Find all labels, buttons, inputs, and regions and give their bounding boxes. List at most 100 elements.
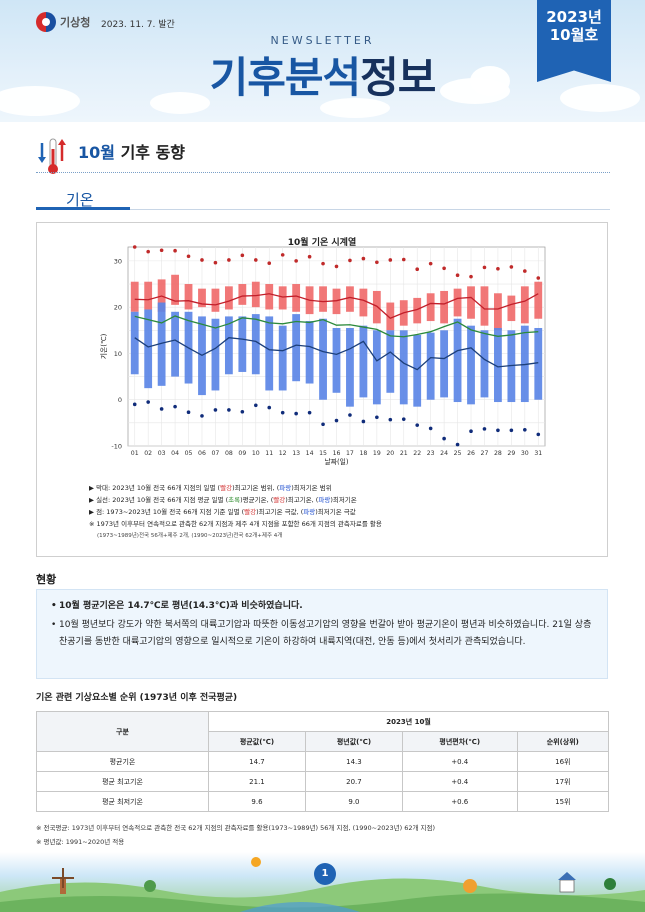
y-tick-label: -10: [111, 443, 122, 451]
min-temp-extreme-dot: [267, 405, 272, 410]
min-temp-range-bar: [319, 318, 327, 400]
table-row: 평균 최저기온 9.6 9.0 +0.6 15위: [36, 791, 610, 812]
max-temp-range-bar: [372, 290, 381, 324]
y-tick-label: 0: [118, 396, 122, 404]
min-temp-extreme-dot: [253, 403, 258, 408]
max-temp-extreme-dot: [159, 248, 164, 253]
max-temp-extreme-dot: [307, 254, 312, 259]
max-temp-extreme-dot: [536, 276, 541, 280]
max-temp-range-bar: [171, 274, 179, 305]
max-temp-range-bar: [359, 288, 368, 317]
min-temp-range-bar: [386, 330, 395, 393]
avg-min-temp-line: [134, 337, 539, 371]
x-tick-label: 30: [521, 450, 529, 457]
max-temp-range-bar: [480, 286, 489, 326]
min-temp-extreme-dot: [428, 426, 433, 431]
main-title-part2: 정보: [360, 53, 436, 102]
max-temp-extreme-dot: [321, 261, 325, 266]
y-tick-label: 10: [114, 350, 122, 358]
x-tick-label: 24: [440, 450, 448, 457]
max-temp-extreme-dot: [496, 266, 500, 271]
y-tick-label: 20: [114, 304, 122, 312]
max-temp-range-bar: [507, 295, 516, 322]
legend-note-lines: ▶ 실선: 2023년 10월 전국 66개 지점 평균 일별 (초록)평균기온…: [89, 496, 357, 504]
max-temp-range-bar: [467, 286, 475, 319]
max-temp-range-bar: [494, 293, 502, 331]
max-temp-range-bar: [184, 284, 193, 310]
table-cell: +0.6: [401, 791, 518, 812]
max-temp-range-bar: [453, 288, 462, 317]
x-tick-label: 15: [319, 450, 327, 457]
x-tick-label: 29: [507, 450, 515, 457]
max-temp-range-bar: [426, 293, 435, 322]
x-tick-label: 16: [333, 450, 341, 457]
max-temp-range-bar: [534, 281, 543, 319]
legend-note-stations: ※ 1973년 이후부터 연속적으로 관측한 62개 지점과 제주 4개 지점을…: [89, 520, 382, 528]
max-temp-extreme-dot: [348, 258, 352, 263]
x-tick-label: 10: [252, 450, 260, 457]
min-temp-range-bar: [346, 327, 354, 407]
y-axis-label: 기온(℃): [99, 333, 108, 359]
min-temp-range-bar: [494, 327, 502, 403]
min-temp-range-bar: [171, 311, 179, 377]
max-temp-range-bar: [224, 286, 233, 310]
max-temp-range-bar: [198, 288, 206, 308]
kma-logo: 기상청: [36, 12, 90, 32]
page-number: 1: [314, 863, 336, 885]
table-cell: +0.4: [401, 751, 518, 772]
min-temp-range-bar: [224, 316, 233, 375]
min-temp-extreme-dot: [227, 408, 231, 412]
max-temp-extreme-dot: [375, 260, 379, 265]
max-temp-range-bar: [386, 302, 395, 331]
max-temp-extreme-dot: [280, 253, 285, 257]
max-temp-range-bar: [332, 288, 341, 315]
min-temp-extreme-dot: [159, 407, 164, 411]
max-temp-extreme-dot: [200, 258, 204, 262]
thermometer-icon: [38, 138, 66, 174]
min-temp-range-bar: [507, 330, 516, 403]
min-temp-extreme-dot: [536, 432, 541, 437]
section-month: 10월: [78, 143, 115, 162]
max-temp-extreme-dot: [186, 254, 191, 259]
max-temp-extreme-dot: [523, 269, 527, 273]
chart-box: 10월 기온 시계열 -10 0 10 20 30 01 02 03 04 05 06 07 08 09 1…: [36, 222, 608, 557]
min-temp-range-bar: [480, 330, 489, 398]
x-tick-label: 21: [400, 450, 408, 457]
min-temp-extreme-dot: [146, 400, 150, 404]
kma-emblem-icon: [36, 12, 56, 32]
min-temp-extreme-dot: [307, 410, 312, 415]
landscape-illustration: [0, 857, 645, 912]
max-temp-extreme-dot: [401, 257, 406, 262]
x-tick-label: 23: [427, 450, 435, 457]
max-temp-range-bar: [238, 284, 247, 305]
x-tick-label: 01: [131, 450, 139, 457]
status-box: 10월 평균기온은 14.7℃로 평년(14.3℃)과 비슷하였습니다. 10월…: [36, 589, 608, 679]
x-tick-label: 31: [534, 450, 542, 457]
issue-badge: 2023년 10월호: [537, 0, 611, 82]
badge-month: 10월호: [549, 26, 599, 44]
newsletter-header: 기상청 2023. 11. 7. 발간 NEWSLETTER 기후분석정보 20…: [0, 0, 645, 122]
min-temp-range-bar: [520, 325, 529, 403]
min-temp-extreme-dot: [482, 427, 487, 431]
min-temp-range-bar: [332, 327, 341, 393]
cloud-decoration: [0, 86, 80, 116]
max-temp-extreme-dot: [469, 274, 473, 279]
main-title-part1: 기후분석: [209, 53, 362, 102]
x-tick-label: 02: [144, 450, 152, 457]
max-temp-extreme-dot: [294, 259, 298, 263]
table-column-header: 평년값(℃): [304, 731, 403, 752]
badge-year: 2023년: [546, 8, 602, 26]
max-temp-extreme-dot: [509, 265, 514, 269]
min-temp-extreme-dot: [132, 402, 137, 407]
section-title: 10월 기후 동향: [78, 139, 185, 163]
status-point-1: 10월 평균기온은 14.7℃로 평년(14.3℃)과 비슷하였습니다.: [51, 598, 595, 615]
table-title: 기온 관련 기상요소별 순위 (1973년 이후 전국평균): [36, 693, 238, 703]
min-temp-range-bar: [144, 309, 153, 389]
temperature-chart: -10 0 10 20 30 01 02 03 04 05 06 07 08 09 10 11 12 13 14 15…: [99, 245, 546, 466]
x-tick-label: 26: [467, 450, 475, 457]
min-temp-range-bar: [453, 318, 462, 403]
min-temp-extreme-dot: [280, 410, 285, 415]
max-temp-extreme-dot: [253, 258, 258, 262]
x-tick-label: 13: [292, 450, 300, 457]
min-temp-range-bar: [399, 330, 408, 405]
